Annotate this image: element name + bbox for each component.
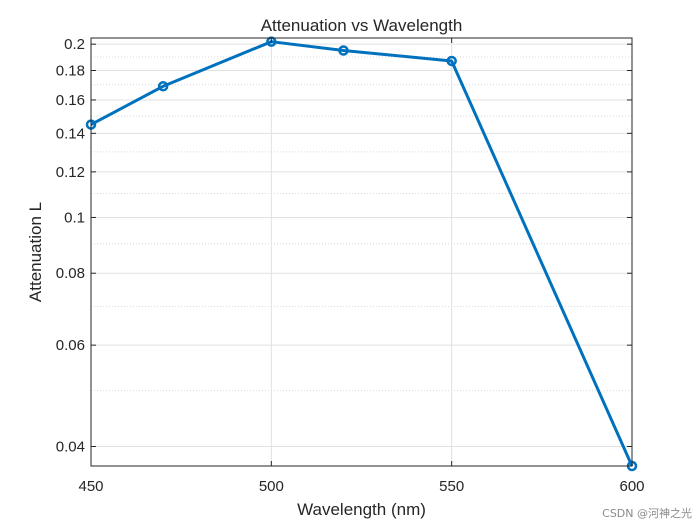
plot-area [91,38,632,466]
y-tick-label: 0.08 [56,265,85,282]
x-tick-labels: 450 500 550 600 [78,478,644,495]
tick-marks [90,38,633,466]
y-axis-label: Attenuation L [26,202,45,302]
axes-box [90,37,633,467]
y-tick-label: 0.16 [56,92,85,109]
y-tick-label: 0.14 [56,125,85,142]
data-point-marker [446,55,457,67]
y-tick-label: 0.1 [64,209,85,226]
x-tick-label: 550 [439,478,464,495]
chart-title: Attenuation vs Wavelength [261,16,463,35]
y-tick-label: 0.12 [56,164,85,181]
watermark: CSDN @河神之光 [602,507,692,520]
x-tick-label: 450 [78,478,103,495]
y-tick-label: 0.2 [64,36,85,53]
y-tick-labels: 0.04 0.06 0.08 0.1 0.12 0.14 0.16 0.18 0.2 [56,36,85,455]
y-tick-label: 0.04 [56,439,85,456]
minor-grid [91,56,632,392]
series-line [90,40,634,467]
x-tick-label: 500 [259,478,284,495]
data-point-marker [338,45,349,56]
x-tick-label: 600 [619,478,644,495]
x-axis-label: Wavelength (nm) [297,500,426,519]
y-tick-label: 0.18 [56,63,85,80]
data-point-marker [157,81,169,92]
y-tick-label: 0.06 [56,337,85,354]
